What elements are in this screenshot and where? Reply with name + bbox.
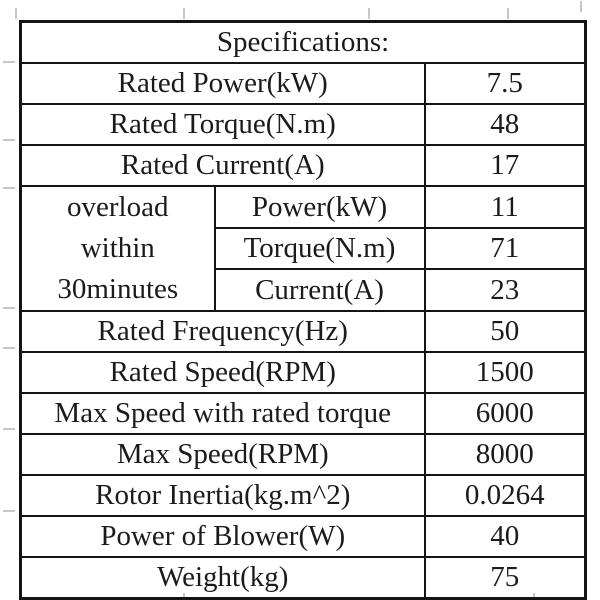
table-row: Max Speed(RPM) 8000: [19, 433, 587, 476]
scan-artifact-tick: [3, 510, 15, 512]
spec-label-max-speed: Max Speed(RPM): [19, 433, 426, 476]
spec-value-rated-torque: 48: [423, 103, 587, 146]
scan-artifact-tick: [3, 139, 15, 141]
scan-artifact-tick: [368, 8, 370, 19]
scan-artifact-tick: [183, 8, 185, 19]
table-row: Rotor Inertia(kg.m^2) 0.0264: [19, 474, 587, 517]
spec-label-rated-frequency: Rated Frequency(Hz): [19, 310, 426, 353]
spec-label-blower-power: Power of Blower(W): [19, 515, 426, 558]
spec-label-rated-current: Rated Current(A): [19, 144, 426, 187]
scan-artifact-tick: [3, 61, 15, 63]
overload-line-2: within: [80, 232, 155, 264]
table-row: Power of Blower(W) 40: [19, 515, 587, 558]
scan-artifact-tick: [3, 347, 15, 349]
spec-label-rated-power: Rated Power(kW): [19, 62, 426, 105]
spec-label-rated-speed: Rated Speed(RPM): [19, 351, 426, 394]
overload-line-1: overload: [67, 191, 169, 223]
spec-value-max-speed-rated-torque: 6000: [423, 392, 587, 435]
spec-value-rotor-inertia: 0.0264: [423, 474, 587, 517]
scan-artifact-tick: [3, 307, 15, 309]
scan-artifact-tick: [580, 1, 582, 12]
spec-label-max-speed-rated-torque: Max Speed with rated torque: [19, 392, 426, 435]
table-row: Rated Power(kW) 7.5: [19, 62, 587, 105]
spec-label-rotor-inertia: Rotor Inertia(kg.m^2): [19, 474, 426, 517]
table-row: Weight(kg) 75: [19, 556, 587, 600]
spec-value-blower-power: 40: [423, 515, 587, 558]
spec-value-rated-speed: 1500: [423, 351, 587, 394]
overload-value-torque: 71: [423, 226, 587, 271]
table-title: Specifications:: [19, 20, 587, 64]
spec-value-rated-power: 7.5: [423, 62, 587, 105]
overload-label-torque: Torque(N.m): [213, 226, 426, 271]
spec-label-rated-torque: Rated Torque(N.m): [19, 103, 426, 146]
overload-value-current: 23: [423, 268, 587, 312]
scan-artifact-tick: [15, 8, 17, 19]
table-row-title: Specifications:: [19, 20, 587, 64]
scan-artifact-tick: [3, 187, 15, 189]
overload-label-current: Current(A): [213, 268, 426, 312]
table-row: Rated Current(A) 17: [19, 144, 587, 187]
overload-line-3: 30minutes: [57, 273, 179, 305]
spec-value-rated-frequency: 50: [423, 310, 587, 353]
specifications-table: Specifications: Rated Power(kW) 7.5 Rate…: [19, 20, 588, 600]
spec-value-max-speed: 8000: [423, 433, 587, 476]
scan-artifact-tick: [3, 428, 15, 430]
table-row: Rated Frequency(Hz) 50: [19, 310, 587, 353]
spec-label-weight: Weight(kg): [19, 556, 426, 600]
table-row-overload: Current(A) 23: [21, 268, 587, 312]
scan-artifact-tick: [507, 8, 509, 19]
spec-value-weight: 75: [423, 556, 587, 600]
overload-value-power: 11: [423, 185, 587, 229]
spec-value-rated-current: 17: [423, 144, 587, 187]
overload-label-power: Power(kW): [213, 185, 426, 229]
table-row: Rated Torque(N.m) 48: [19, 103, 587, 146]
table-row: Rated Speed(RPM) 1500: [19, 351, 587, 394]
table-row: Max Speed with rated torque 6000: [19, 392, 587, 435]
table-row-overload: Torque(N.m) 71: [21, 226, 587, 271]
table-row-overload: overload within 30minutes Power(kW) 11: [19, 185, 587, 312]
overload-group-label: overload within 30minutes: [19, 185, 216, 312]
